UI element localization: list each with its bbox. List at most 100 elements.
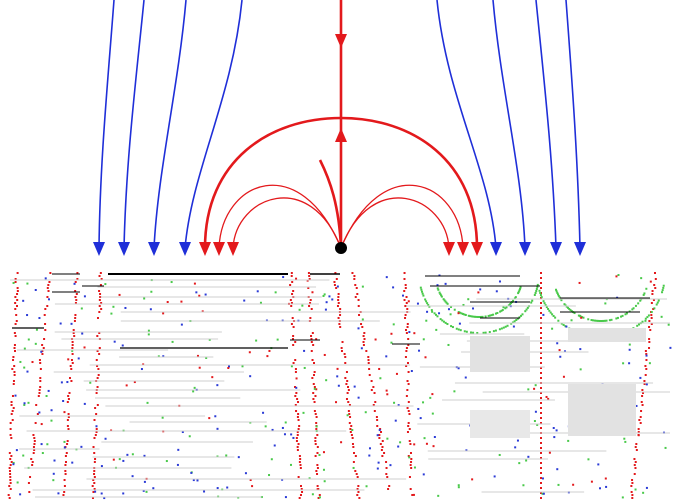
noise-dot xyxy=(204,293,207,296)
noise-dot xyxy=(15,305,18,307)
noise-dot xyxy=(299,464,302,466)
noise-dot xyxy=(244,472,247,475)
noise-dot xyxy=(112,305,115,308)
noise-dot xyxy=(93,461,96,463)
noise-dot xyxy=(74,281,77,283)
noise-dot xyxy=(281,426,284,429)
shaded-band xyxy=(568,384,636,436)
noise-dot xyxy=(296,446,299,448)
noise-dot xyxy=(35,328,38,331)
noise-dot xyxy=(290,433,293,436)
noise-dot xyxy=(512,325,515,328)
noise-dot xyxy=(314,413,317,415)
noise-dot xyxy=(540,357,542,359)
noise-dot xyxy=(11,395,14,397)
noise-dot xyxy=(465,449,468,452)
inner-arc-left xyxy=(232,197,342,249)
noise-dot xyxy=(545,306,548,309)
noise-dot xyxy=(428,305,431,308)
noise-dot xyxy=(622,362,625,365)
noise-dot xyxy=(66,425,69,427)
noise-dot xyxy=(540,307,542,309)
noise-dot xyxy=(381,440,384,442)
noise-dot xyxy=(49,272,52,274)
noise-dot xyxy=(68,377,71,379)
noise-dot xyxy=(43,338,46,340)
noise-dot xyxy=(373,410,376,412)
noise-dot xyxy=(372,386,375,388)
noise-dot xyxy=(639,376,642,379)
noise-dot xyxy=(407,383,410,385)
noise-dot xyxy=(540,296,543,299)
noise-dot xyxy=(353,385,356,388)
noise-dot xyxy=(540,442,542,444)
noise-dot xyxy=(518,316,521,319)
noise-dot xyxy=(40,350,43,353)
noise-dot xyxy=(166,301,169,304)
arrowhead-icon xyxy=(213,242,225,256)
noise-dot xyxy=(98,275,101,277)
noise-dot xyxy=(640,277,643,280)
noise-dot xyxy=(397,445,400,448)
noise-dot xyxy=(513,320,516,323)
noise-dot xyxy=(322,468,325,471)
noise-dot xyxy=(406,389,409,391)
noise-dot xyxy=(645,354,648,357)
noise-dot xyxy=(338,323,341,325)
noise-dot xyxy=(41,344,44,346)
noise-dot xyxy=(165,460,168,463)
noise-dot xyxy=(347,389,350,391)
noise-dot xyxy=(296,398,299,400)
noise-dot xyxy=(446,302,449,305)
noise-dot xyxy=(356,494,359,496)
noise-dot xyxy=(346,380,349,382)
noise-dot xyxy=(540,467,542,469)
noise-dot xyxy=(122,459,125,462)
noise-dot xyxy=(526,306,529,309)
noise-dot xyxy=(441,319,444,322)
noise-dot xyxy=(349,416,352,418)
noise-dot xyxy=(598,319,601,322)
noise-dot xyxy=(408,476,411,478)
noise-dot xyxy=(527,388,530,391)
noise-dot xyxy=(639,422,642,424)
noise-dot xyxy=(424,356,427,359)
noise-dot xyxy=(417,407,420,410)
noise-dot xyxy=(378,367,381,370)
noise-dot xyxy=(124,306,127,309)
noise-dot xyxy=(145,490,148,493)
noise-dot xyxy=(14,281,17,283)
noise-dot xyxy=(479,288,482,291)
shaded-band xyxy=(470,410,530,438)
equilibrium-point-icon xyxy=(335,242,347,254)
noise-dot xyxy=(440,294,443,297)
noise-dot xyxy=(170,281,173,284)
noise-dot xyxy=(316,488,319,491)
noise-dot xyxy=(481,315,484,318)
noise-dot xyxy=(8,470,11,472)
noise-dot xyxy=(540,477,542,479)
noise-dot xyxy=(98,305,101,307)
noise-dot xyxy=(26,314,29,317)
noise-dot xyxy=(553,436,556,439)
noise-dot xyxy=(536,283,539,286)
noise-dot xyxy=(385,276,388,279)
noise-dot xyxy=(493,475,496,478)
noise-dot xyxy=(644,365,647,367)
noise-dot xyxy=(460,312,463,315)
noise-dot xyxy=(641,404,644,406)
noise-dot xyxy=(372,404,375,406)
noise-dot xyxy=(315,422,318,424)
noise-dot xyxy=(33,440,36,442)
noise-dot xyxy=(11,368,14,370)
noise-dot xyxy=(76,272,79,274)
noise-dot xyxy=(407,344,410,346)
noise-dot xyxy=(352,446,355,448)
noise-dot xyxy=(436,287,439,290)
noise-dot xyxy=(315,416,318,418)
noise-dot xyxy=(406,380,409,382)
noise-dot xyxy=(95,392,98,394)
noise-dot xyxy=(297,413,300,415)
noise-dot xyxy=(374,338,377,341)
noise-dot xyxy=(66,419,69,421)
